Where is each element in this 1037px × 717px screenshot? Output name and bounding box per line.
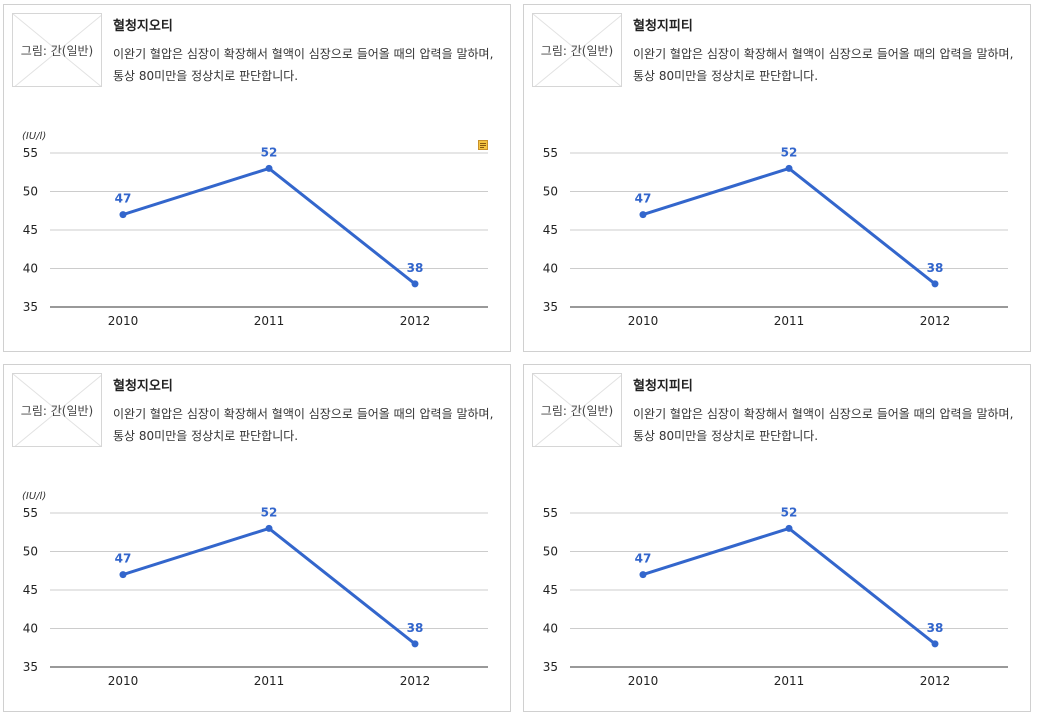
data-label: 38 — [407, 261, 424, 275]
x-tick-label: 2012 — [400, 314, 431, 328]
image-alt-text: 그림: 간(일반) — [20, 404, 94, 418]
card-title: 혈청지오티 — [113, 19, 173, 34]
y-tick-label: 35 — [23, 660, 38, 674]
x-tick-label: 2010 — [108, 674, 139, 688]
series-line — [641, 166, 937, 286]
data-point[interactable] — [639, 571, 647, 579]
y-tick-label: 45 — [23, 583, 38, 597]
card-title: 혈청지피티 — [633, 379, 693, 394]
card-description: 이완기 혈압은 심장이 확장해서 혈액이 심장으로 들어올 때의 압력을 말하며… — [633, 407, 1014, 443]
y-tick-label: 45 — [23, 223, 38, 237]
image-placeholder: 그림: 간(일반) — [532, 373, 622, 447]
image-alt-text: 그림: 간(일반) — [540, 404, 614, 418]
image-placeholder: 그림: 간(일반) — [12, 373, 102, 447]
image-placeholder: 그림: 간(일반) — [532, 13, 622, 87]
series-line — [121, 526, 417, 646]
card-description: 이완기 혈압은 심장이 확장해서 혈액이 심장으로 들어올 때의 압력을 말하며… — [113, 47, 494, 83]
card-description: 이완기 혈압은 심장이 확장해서 혈액이 심장으로 들어올 때의 압력을 말하며… — [113, 407, 494, 443]
series-line — [121, 166, 417, 286]
y-tick-label: 45 — [543, 583, 558, 597]
y-tick-label: 55 — [23, 146, 38, 160]
y-tick-label: 40 — [23, 262, 38, 276]
y-tick-label: 50 — [543, 545, 558, 559]
y-tick-label: 40 — [543, 622, 558, 636]
y-tick-label: 35 — [543, 300, 558, 314]
y-tick-label: 35 — [23, 300, 38, 314]
y-tick-label: 45 — [543, 223, 558, 237]
y-axis-unit-label: (IU/l) — [22, 131, 46, 142]
data-label: 52 — [261, 505, 278, 519]
data-point[interactable] — [931, 640, 939, 648]
y-tick-label: 55 — [543, 506, 558, 520]
data-label: 38 — [407, 621, 424, 635]
data-label: 47 — [115, 192, 132, 206]
data-point[interactable] — [411, 280, 419, 288]
data-label: 52 — [781, 145, 798, 159]
data-label: 47 — [635, 192, 652, 206]
data-point[interactable] — [411, 640, 419, 648]
x-tick-label: 2011 — [254, 674, 285, 688]
data-point[interactable] — [639, 211, 647, 219]
x-tick-label: 2012 — [920, 314, 951, 328]
image-alt-text: 그림: 간(일반) — [540, 44, 614, 58]
y-tick-label: 35 — [543, 660, 558, 674]
y-tick-label: 50 — [23, 545, 38, 559]
data-point[interactable] — [265, 164, 273, 172]
data-point[interactable] — [119, 211, 127, 219]
data-label: 52 — [781, 505, 798, 519]
line-chart: (IU/l) 35 40 45 50 55 2010 2011 2012 47 52 38 — [22, 131, 488, 328]
x-tick-label: 2011 — [774, 314, 805, 328]
line-chart: 35 40 45 50 55 2010 2011 2012 47 52 38 — [543, 145, 1008, 328]
card-title: 혈청지피티 — [633, 19, 693, 34]
note-icon[interactable] — [478, 135, 488, 150]
data-point[interactable] — [785, 164, 793, 172]
x-tick-label: 2010 — [628, 674, 659, 688]
data-point[interactable] — [931, 280, 939, 288]
data-point[interactable] — [265, 524, 273, 532]
line-chart: (IU/l) 35 40 45 50 55 2010 2011 2012 47 52 38 — [22, 491, 488, 688]
data-label: 52 — [261, 145, 278, 159]
y-tick-label: 40 — [543, 262, 558, 276]
x-tick-label: 2012 — [400, 674, 431, 688]
data-label: 38 — [927, 261, 944, 275]
line-chart: 35 40 45 50 55 2010 2011 2012 47 52 38 — [543, 505, 1008, 688]
x-tick-label: 2010 — [108, 314, 139, 328]
data-label: 38 — [927, 621, 944, 635]
x-tick-label: 2011 — [254, 314, 285, 328]
y-tick-label: 40 — [23, 622, 38, 636]
x-tick-label: 2012 — [920, 674, 951, 688]
data-label: 47 — [635, 552, 652, 566]
y-tick-label: 50 — [23, 185, 38, 199]
y-tick-label: 55 — [543, 146, 558, 160]
data-point[interactable] — [119, 571, 127, 579]
y-axis-unit-label: (IU/l) — [22, 491, 46, 502]
series-line — [641, 526, 937, 646]
image-alt-text: 그림: 간(일반) — [20, 44, 94, 58]
y-tick-label: 50 — [543, 185, 558, 199]
y-tick-label: 55 — [23, 506, 38, 520]
card-title: 혈청지오티 — [113, 379, 173, 394]
x-tick-label: 2010 — [628, 314, 659, 328]
x-tick-label: 2011 — [774, 674, 805, 688]
data-point[interactable] — [785, 524, 793, 532]
image-placeholder: 그림: 간(일반) — [12, 13, 102, 87]
data-label: 47 — [115, 552, 132, 566]
card-description: 이완기 혈압은 심장이 확장해서 혈액이 심장으로 들어올 때의 압력을 말하며… — [633, 47, 1014, 83]
